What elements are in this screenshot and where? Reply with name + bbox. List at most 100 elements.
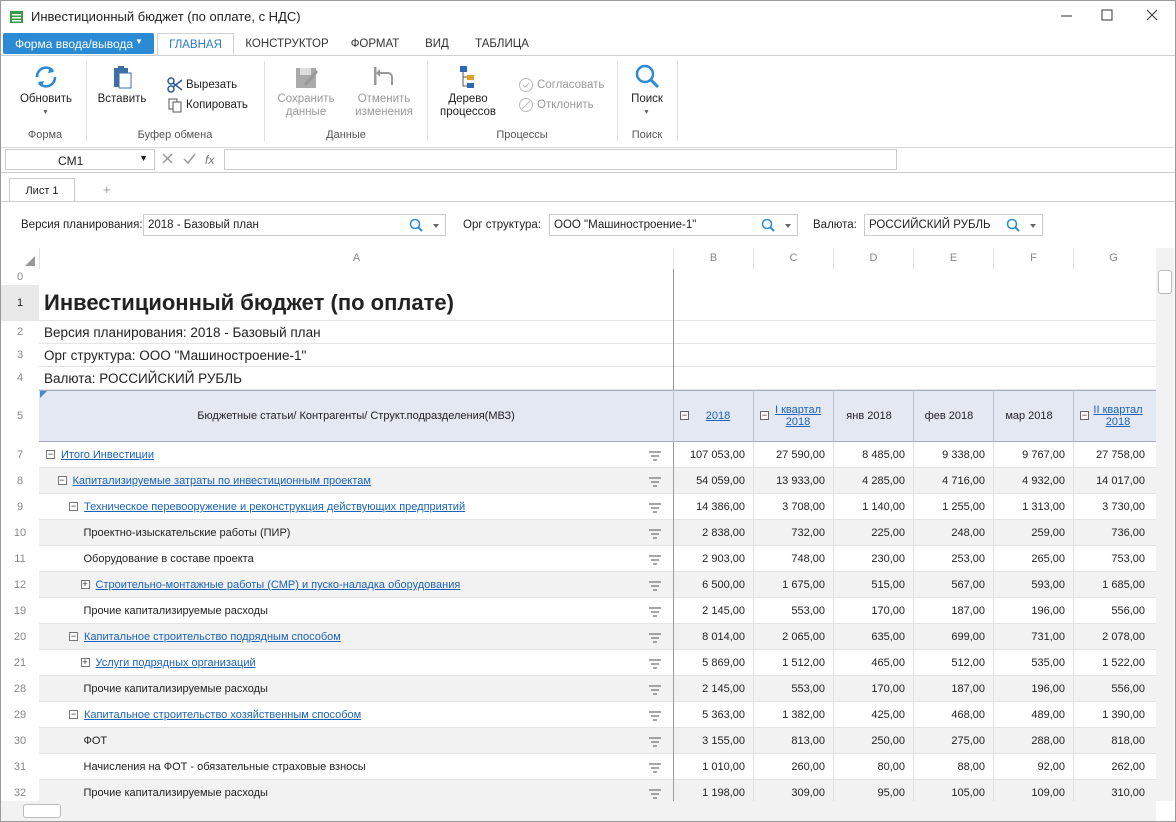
cell-value[interactable]: 3 730,00 <box>1073 494 1153 520</box>
cell-value[interactable]: 699,00 <box>913 624 993 650</box>
row-label[interactable]: Итого Инвестиции <box>61 449 154 461</box>
cell-value[interactable]: 187,00 <box>913 676 993 702</box>
row-label[interactable]: Строительно-монтажные работы (СМР) и пус… <box>95 579 461 591</box>
ribbon-button[interactable]: Отменить изменения <box>355 93 413 118</box>
cell-value[interactable]: 196,00 <box>993 598 1073 624</box>
cell-value[interactable]: 1 382,00 <box>753 702 833 728</box>
cell-value[interactable]: 468,00 <box>913 702 993 728</box>
cell-value[interactable]: 3 708,00 <box>753 494 833 520</box>
ribbon-button[interactable]: Отклонить <box>537 99 594 111</box>
cell-value[interactable]: 88,00 <box>913 754 993 780</box>
cell-value[interactable]: 9 338,00 <box>913 442 993 468</box>
filter-icon[interactable] <box>649 710 661 721</box>
cell-value[interactable]: 2 838,00 <box>673 520 753 546</box>
filter-icon[interactable] <box>649 450 661 461</box>
column-header[interactable]: G <box>1073 248 1153 269</box>
cell-value[interactable]: 54 059,00 <box>673 468 753 494</box>
cell-value[interactable]: 465,00 <box>833 650 913 676</box>
collapse-toggle[interactable]: − <box>760 410 769 420</box>
row-label[interactable]: Услуги подрядных организаций <box>95 657 256 669</box>
filter-icon[interactable] <box>649 580 661 591</box>
sheet-tab[interactable]: Лист 1 <box>9 178 75 202</box>
cell-value[interactable]: 253,00 <box>913 546 993 572</box>
cell-value[interactable]: 2 903,00 <box>673 546 753 572</box>
cell-value[interactable]: 288,00 <box>993 728 1073 754</box>
ribbon-button[interactable]: Поиск <box>631 93 663 105</box>
cell-value[interactable]: 9 767,00 <box>993 442 1073 468</box>
window-controls[interactable] <box>1051 5 1171 27</box>
row-label[interactable]: Техническое перевооружение и реконструкц… <box>84 501 466 513</box>
ribbon-button[interactable]: Дерево процессов <box>439 93 496 118</box>
cell-value[interactable]: 731,00 <box>993 624 1073 650</box>
cell-value[interactable]: 107 053,00 <box>673 442 753 468</box>
row-number[interactable]: 7 <box>16 449 24 461</box>
filter-icons[interactable] <box>1006 218 1040 234</box>
form-button[interactable]: Форма ввода/вывода <box>3 33 154 54</box>
column-title[interactable]: I квартал 2018 <box>774 404 822 428</box>
column-title[interactable]: 2018 <box>705 410 731 422</box>
add-sheet[interactable]: + <box>103 182 111 197</box>
filter-icon[interactable] <box>649 528 661 539</box>
collapse-toggle[interactable]: − <box>680 410 689 420</box>
cell-value[interactable]: 1 675,00 <box>753 572 833 598</box>
cell-value[interactable]: 1 685,00 <box>1073 572 1153 598</box>
filter-icon[interactable] <box>649 762 661 773</box>
row-number[interactable]: 19 <box>13 605 27 617</box>
ribbon-button[interactable]: Вставить <box>97 93 147 105</box>
ribbon-tab[interactable]: ТАБЛИЦА <box>475 38 529 50</box>
cell-value[interactable]: 515,00 <box>833 572 913 598</box>
column-header[interactable]: F <box>993 248 1073 269</box>
cell-value[interactable]: 187,00 <box>913 598 993 624</box>
cell-value[interactable]: 593,00 <box>993 572 1073 598</box>
cell-value[interactable]: 2 145,00 <box>673 598 753 624</box>
cell-value[interactable]: 1 512,00 <box>753 650 833 676</box>
cell-value[interactable]: 512,00 <box>913 650 993 676</box>
cell-value[interactable]: 262,00 <box>1073 754 1153 780</box>
cell-value[interactable]: 818,00 <box>1073 728 1153 754</box>
row-number[interactable]: 1 <box>1 285 39 321</box>
cell-value[interactable]: 736,00 <box>1073 520 1153 546</box>
cell-value[interactable]: 14 017,00 <box>1073 468 1153 494</box>
cell-value[interactable]: 425,00 <box>833 702 913 728</box>
column-header[interactable]: D <box>833 248 913 269</box>
cell-value[interactable]: 2 078,00 <box>1073 624 1153 650</box>
ribbon-tab[interactable]: ГЛАВНАЯ <box>157 33 234 56</box>
row-number[interactable]: 30 <box>13 735 27 747</box>
ribbon-button[interactable]: Сохранить данные <box>277 93 335 118</box>
cell-value[interactable]: 250,00 <box>833 728 913 754</box>
cell-value[interactable]: 635,00 <box>833 624 913 650</box>
row-label[interactable]: Капитальное строительство хозяйственным … <box>84 709 362 721</box>
cell-value[interactable]: 553,00 <box>753 676 833 702</box>
filter-icon[interactable] <box>649 476 661 487</box>
cell-value[interactable]: 1 198,00 <box>673 780 753 801</box>
collapse-toggle[interactable]: − <box>69 631 78 641</box>
ribbon-button[interactable]: Вырезать <box>186 79 238 91</box>
row-number[interactable]: 0 <box>16 271 24 283</box>
cell-value[interactable]: 14 386,00 <box>673 494 753 520</box>
collapse-toggle[interactable]: − <box>57 475 67 485</box>
row-number[interactable]: 4 <box>16 372 24 384</box>
cell-value[interactable]: 535,00 <box>993 650 1073 676</box>
column-header[interactable]: C <box>753 248 833 269</box>
cell-value[interactable]: 4 285,00 <box>833 468 913 494</box>
cell-value[interactable]: 105,00 <box>913 780 993 801</box>
collapse-toggle[interactable]: + <box>80 657 90 667</box>
cell-value[interactable]: 1 313,00 <box>993 494 1073 520</box>
cell-value[interactable]: 567,00 <box>913 572 993 598</box>
filter-select[interactable]: 2018 - Базовый план <box>143 214 446 236</box>
row-number[interactable]: 9 <box>16 501 24 513</box>
cell-value[interactable]: 748,00 <box>753 546 833 572</box>
row-number[interactable]: 10 <box>13 527 27 539</box>
cell-value[interactable]: 230,00 <box>833 546 913 572</box>
cell-value[interactable]: 310,00 <box>1073 780 1153 801</box>
row-number[interactable]: 5 <box>16 410 24 422</box>
cell-value[interactable]: 753,00 <box>1073 546 1153 572</box>
filter-icons[interactable] <box>409 218 443 234</box>
cell-value[interactable]: 556,00 <box>1073 598 1153 624</box>
cell-value[interactable]: 248,00 <box>913 520 993 546</box>
cell-value[interactable]: 170,00 <box>833 676 913 702</box>
row-number[interactable]: 21 <box>13 657 27 669</box>
filter-icon[interactable] <box>649 658 661 669</box>
row-number[interactable]: 31 <box>13 761 27 773</box>
cell-value[interactable]: 309,00 <box>753 780 833 801</box>
